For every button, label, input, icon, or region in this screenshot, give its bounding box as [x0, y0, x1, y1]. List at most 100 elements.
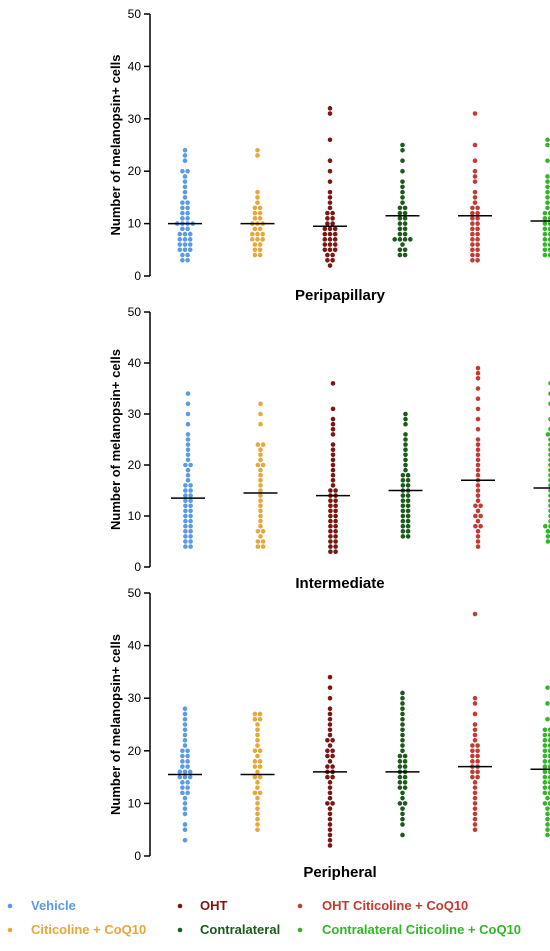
data-point [545, 827, 550, 832]
data-point [188, 523, 193, 529]
data-point [405, 523, 411, 529]
data-point [257, 252, 263, 258]
data-point [327, 106, 333, 111]
legend-label: Vehicle [31, 898, 76, 913]
data-point [257, 716, 263, 722]
data-point [402, 231, 408, 237]
data-point [542, 242, 548, 247]
data-point [402, 759, 408, 764]
data-point [252, 790, 258, 796]
data-point [545, 816, 550, 822]
series-0 [171, 391, 205, 549]
data-point [325, 753, 330, 759]
data-point [405, 493, 411, 498]
data-point [255, 544, 261, 549]
data-point [330, 210, 335, 216]
data-point [402, 753, 408, 759]
data-point [182, 806, 188, 811]
data-point [260, 231, 266, 237]
data-point [545, 832, 550, 838]
data-point [322, 247, 328, 253]
data-point [255, 753, 260, 759]
data-point [258, 503, 263, 509]
data-point [255, 827, 260, 832]
data-point [188, 518, 193, 524]
data-point [475, 231, 480, 237]
data-point [180, 226, 185, 232]
data-point [403, 452, 408, 458]
data-point [405, 513, 411, 519]
legend: Vehicle OHT OHT Citicoline + CoQ10 Citicoli… [7, 898, 521, 937]
data-point [330, 472, 336, 478]
data-point [333, 498, 338, 504]
data-point [542, 727, 548, 733]
data-point [328, 488, 333, 493]
data-point [472, 711, 478, 717]
data-point [542, 743, 548, 748]
data-point [182, 737, 188, 743]
data-point [258, 478, 263, 483]
data-point [400, 748, 405, 754]
data-point [328, 518, 333, 524]
data-point [257, 711, 263, 717]
data-point [327, 832, 333, 838]
data-point [327, 200, 333, 205]
data-point [255, 743, 260, 748]
data-point [327, 706, 333, 712]
data-point [547, 221, 550, 226]
data-point [470, 242, 475, 247]
data-point [400, 816, 405, 822]
data-point [403, 432, 408, 437]
legend-label: OHT [200, 898, 228, 913]
data-point [405, 472, 411, 478]
data-point [397, 759, 403, 764]
data-point [547, 216, 550, 221]
data-point [333, 544, 338, 549]
data-point [250, 237, 255, 242]
data-point [400, 242, 405, 247]
data-point [188, 483, 193, 488]
data-point [328, 513, 333, 519]
data-point [400, 716, 405, 722]
data-point [258, 498, 263, 504]
data-point [545, 174, 550, 179]
data-point [475, 508, 481, 514]
series-1 [240, 147, 275, 258]
data-point [328, 508, 333, 514]
data-point [182, 237, 188, 242]
data-point [333, 529, 338, 534]
data-point [470, 257, 475, 263]
data-point [545, 158, 550, 164]
data-point [403, 462, 408, 468]
legend-marker [297, 927, 303, 933]
data-point [255, 780, 260, 785]
data-point [400, 727, 405, 733]
data-point [475, 386, 481, 391]
data-point [333, 488, 338, 493]
data-point [255, 801, 260, 806]
data-point [255, 737, 260, 743]
legend-label: Citicoline + CoQ10 [31, 922, 146, 937]
data-point [185, 391, 191, 396]
legend-marker [297, 903, 303, 909]
data-point [547, 737, 550, 743]
data-point [470, 237, 475, 242]
data-point [545, 701, 550, 706]
data-point [547, 785, 550, 790]
data-point [180, 200, 185, 205]
data-point [182, 147, 188, 153]
data-point [252, 252, 258, 258]
data-point [182, 822, 188, 827]
y-tick-label: 0 [134, 560, 141, 574]
data-point [400, 701, 405, 706]
data-point [330, 416, 336, 422]
data-point [255, 816, 260, 822]
data-point [183, 534, 188, 539]
data-point [330, 764, 335, 769]
series-1 [240, 711, 275, 832]
data-point [183, 503, 188, 509]
data-point [330, 748, 335, 754]
data-point [472, 195, 478, 200]
data-point [330, 216, 335, 221]
panel-title: Peripapillary [295, 287, 386, 304]
